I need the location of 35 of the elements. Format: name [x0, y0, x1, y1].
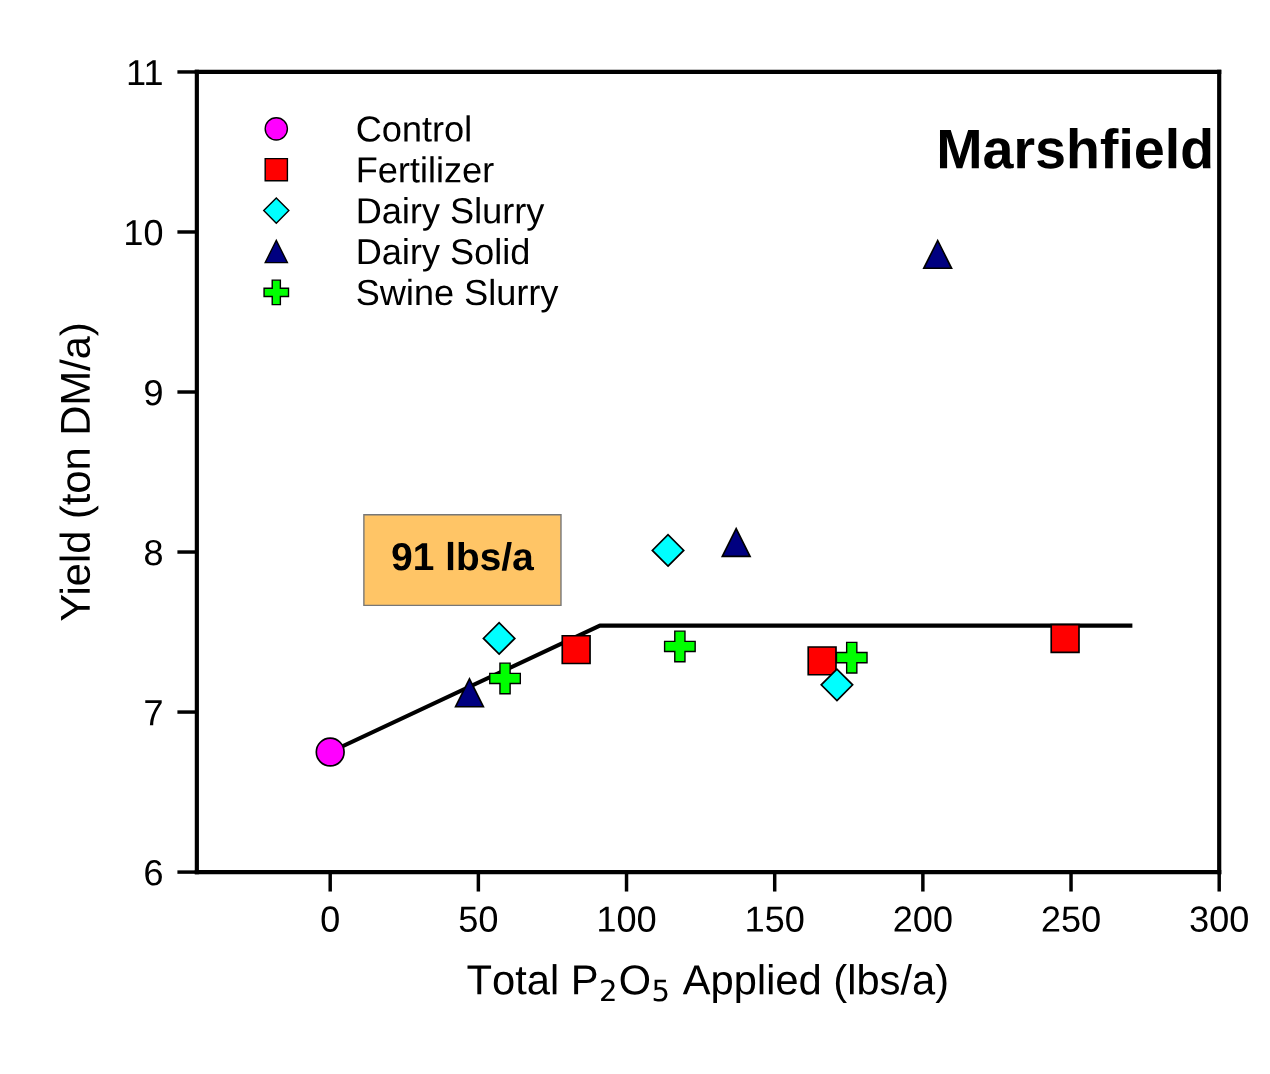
x-tick-label: 300	[1190, 906, 1248, 932]
y-tick-label: 8	[145, 539, 162, 566]
y-tick-label: 6	[145, 859, 162, 886]
y-tick-label: 9	[145, 379, 162, 406]
x-tick-label: 100	[599, 906, 656, 932]
x-tick-label: 50	[459, 906, 498, 932]
point	[922, 239, 953, 270]
point	[561, 634, 591, 665]
legend-label: Swine Slurry	[357, 278, 559, 313]
x-axis-title: Total P$_{2}$O$_{5}$ Applied (lbs/a)	[467, 964, 947, 1003]
annotation: 91 lbs/a	[392, 541, 535, 571]
point	[663, 630, 696, 663]
text: Marshfield	[939, 127, 1211, 169]
x-tick-label: 200	[894, 906, 952, 932]
point	[651, 533, 685, 567]
y-tick-label: 7	[145, 700, 162, 726]
y-tick-label: 10	[126, 219, 163, 246]
x-tick-label: 150	[747, 906, 804, 932]
point	[820, 668, 854, 702]
x-tick-label: 250	[1042, 906, 1100, 932]
legend-label: Dairy Slurry	[358, 197, 545, 231]
point	[454, 678, 485, 708]
legend-label: Fertilizer	[358, 156, 494, 183]
point	[807, 646, 837, 676]
point	[489, 662, 522, 695]
x-tick-label: 0	[321, 906, 339, 932]
point	[315, 737, 345, 767]
legend-label: Dairy Solid	[358, 237, 529, 272]
point	[482, 621, 516, 655]
y-tick-label: 11	[128, 60, 162, 86]
point	[835, 641, 868, 674]
legend-label: Control	[357, 115, 470, 142]
point	[1050, 623, 1080, 654]
y-axis-title: Yield (ton DM/a)	[59, 324, 99, 621]
point	[721, 527, 751, 558]
